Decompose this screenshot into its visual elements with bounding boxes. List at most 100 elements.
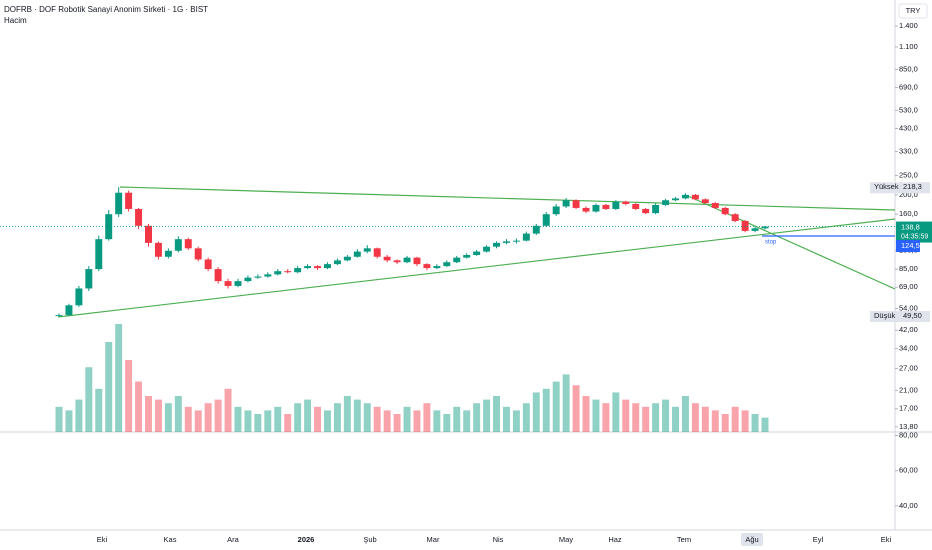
currency[interactable]: TRY bbox=[906, 6, 921, 15]
volume-bar bbox=[65, 410, 73, 432]
indicator-label: Hacim bbox=[4, 16, 27, 25]
volume-bar bbox=[323, 410, 331, 432]
y-tick-label: 430,0 bbox=[899, 123, 918, 132]
candle-body bbox=[393, 260, 401, 263]
volume-bar bbox=[55, 406, 63, 432]
volume-bar bbox=[284, 414, 292, 432]
volume-bar bbox=[184, 406, 192, 432]
y-tick-label: 17,00 bbox=[899, 404, 918, 413]
candle-body bbox=[691, 194, 699, 200]
volume-bar bbox=[105, 342, 113, 432]
candle-body bbox=[512, 240, 520, 242]
volume-bar bbox=[562, 374, 570, 432]
volume-bar bbox=[652, 403, 660, 432]
x-tick-label: Eki bbox=[97, 535, 108, 544]
volume-bar bbox=[115, 324, 123, 432]
trend-line bbox=[57, 218, 896, 318]
volume-bar bbox=[403, 406, 411, 432]
volume-bar bbox=[592, 399, 600, 432]
stop-box bbox=[896, 239, 920, 252]
y-tick-label: 530,0 bbox=[899, 105, 918, 114]
volume-bar bbox=[761, 417, 769, 432]
volume-bar bbox=[75, 399, 83, 432]
x-tick-label: Kas bbox=[164, 535, 177, 544]
volume-bar bbox=[622, 399, 630, 432]
x-label-highlight bbox=[741, 533, 763, 546]
volume-bar bbox=[194, 410, 202, 432]
x-tick-label: Mar bbox=[427, 535, 440, 544]
volume-bar bbox=[642, 406, 650, 432]
volume-bar bbox=[672, 406, 679, 432]
volume-bar bbox=[721, 414, 729, 432]
volume-bar bbox=[154, 399, 162, 432]
candle-body bbox=[741, 220, 749, 231]
x-tick-label: Ara bbox=[227, 535, 240, 544]
candle-body bbox=[224, 281, 232, 286]
symbol-title: DOFRB · DOF Robotik Sanayi Anonim Sirket… bbox=[4, 5, 208, 14]
volume-bar bbox=[363, 403, 371, 432]
x-tick-label: Eki bbox=[881, 535, 892, 544]
candle-body bbox=[264, 274, 272, 277]
low-marker-box bbox=[870, 311, 930, 323]
y-tick-label: 54,00 bbox=[899, 303, 918, 312]
x-tick-label: May bbox=[559, 535, 573, 544]
candle-body bbox=[493, 242, 501, 247]
candle-body bbox=[681, 194, 689, 199]
candle-body bbox=[145, 225, 152, 243]
candle-body bbox=[353, 251, 361, 257]
volume-bar bbox=[751, 414, 759, 432]
candle-body bbox=[473, 251, 481, 255]
candle-body bbox=[751, 228, 759, 231]
candle-body bbox=[403, 257, 411, 263]
candle-body bbox=[632, 204, 640, 209]
volume-bar bbox=[353, 399, 361, 432]
high-marker-box bbox=[870, 182, 930, 194]
volume-bar bbox=[314, 406, 322, 432]
candle-body bbox=[75, 288, 83, 306]
stop-label: 124,5 bbox=[901, 241, 920, 250]
candle-body bbox=[562, 200, 570, 207]
candle-body bbox=[532, 225, 540, 234]
volume-bar bbox=[542, 388, 550, 432]
volume-bar bbox=[204, 403, 212, 432]
candle-body bbox=[592, 204, 600, 212]
volume-bar bbox=[552, 381, 560, 432]
candle-body bbox=[85, 269, 93, 289]
candle-body bbox=[453, 257, 461, 263]
volume-bar bbox=[274, 406, 282, 432]
currency-box[interactable] bbox=[898, 3, 928, 19]
volume-bar bbox=[612, 392, 620, 432]
candle-body bbox=[343, 256, 351, 261]
candle-body bbox=[522, 233, 530, 241]
candle-body bbox=[423, 264, 431, 269]
countdown: 04:35:59 bbox=[901, 233, 928, 240]
volume-bar bbox=[264, 410, 272, 432]
y2-tick-label: 40,00 bbox=[899, 501, 918, 510]
volume-bar bbox=[711, 410, 719, 432]
high-marker-text: Yüksek bbox=[874, 182, 899, 191]
candle-body bbox=[135, 208, 143, 226]
volume-bar bbox=[224, 388, 232, 432]
volume-bar bbox=[373, 406, 381, 432]
candle-body bbox=[204, 259, 212, 270]
y-tick-label: 850,0 bbox=[899, 64, 918, 73]
candle-body bbox=[552, 206, 560, 215]
y-tick-label: 34,00 bbox=[899, 344, 918, 353]
volume-bar bbox=[443, 414, 451, 432]
volume-bar bbox=[532, 392, 540, 432]
y-tick-label: 160,0 bbox=[899, 209, 918, 218]
y-tick-label: 1.400 bbox=[899, 21, 918, 30]
y-tick-label: 690,0 bbox=[899, 82, 918, 91]
candle-body bbox=[274, 271, 282, 275]
candle-body bbox=[154, 242, 162, 257]
candle-body bbox=[164, 250, 172, 257]
y-tick-label: 85,00 bbox=[899, 264, 918, 273]
candle-body bbox=[194, 248, 202, 260]
y-tick-label: 13,80 bbox=[899, 422, 918, 431]
volume-bar bbox=[145, 396, 152, 432]
volume-bar bbox=[304, 399, 312, 432]
volume-bar bbox=[333, 403, 341, 432]
volume-bar bbox=[582, 396, 590, 432]
